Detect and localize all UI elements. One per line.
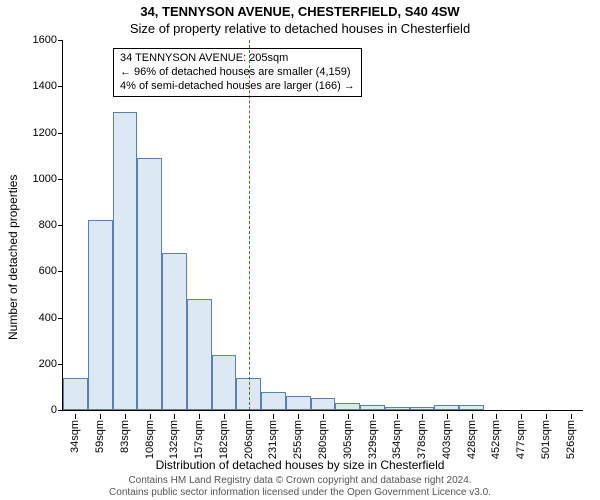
y-tick-mark [58, 364, 63, 365]
x-tick-label: 206sqm [243, 420, 255, 459]
x-tick-mark [125, 414, 126, 419]
y-tick-label: 0 [51, 404, 57, 416]
x-tick-label: 501sqm [540, 420, 552, 459]
x-tick-label: 182sqm [218, 420, 230, 459]
x-tick-mark [199, 414, 200, 419]
y-tick-label: 1200 [33, 127, 57, 139]
x-tick-mark [348, 414, 349, 419]
x-tick-label: 280sqm [317, 420, 329, 459]
x-tick-mark [472, 414, 473, 419]
x-tick-label: 305sqm [342, 420, 354, 459]
x-tick-mark [496, 414, 497, 419]
y-tick-label: 200 [39, 358, 57, 370]
y-tick-mark [58, 40, 63, 41]
histogram-bar [187, 299, 212, 410]
x-tick-label: 526sqm [565, 420, 577, 459]
y-tick-mark [58, 225, 63, 226]
histogram-bar [63, 378, 88, 410]
x-tick-label: 83sqm [119, 420, 131, 453]
annotation-line: 34 TENNYSON AVENUE: 205sqm [120, 52, 355, 66]
y-tick-label: 1400 [33, 80, 57, 92]
title-address: 34, TENNYSON AVENUE, CHESTERFIELD, S40 4… [0, 4, 600, 19]
title-subtitle: Size of property relative to detached ho… [0, 21, 600, 36]
x-tick-label: 452sqm [490, 420, 502, 459]
x-tick-mark [397, 414, 398, 419]
x-tick-label: 157sqm [193, 420, 205, 459]
attribution-line-2: Contains public sector information licen… [0, 487, 600, 499]
y-tick-mark [58, 179, 63, 180]
x-tick-label: 59sqm [94, 420, 106, 453]
histogram-bar [311, 398, 336, 410]
y-tick-label: 800 [39, 219, 57, 231]
x-tick-mark [150, 414, 151, 419]
y-tick-mark [58, 318, 63, 319]
x-tick-label: 403sqm [441, 420, 453, 459]
x-tick-label: 231sqm [267, 420, 279, 459]
x-tick-mark [273, 414, 274, 419]
x-tick-mark [224, 414, 225, 419]
histogram-bar [410, 407, 435, 410]
x-tick-label: 378sqm [416, 420, 428, 459]
histogram-bar [162, 253, 187, 410]
x-tick-label: 34sqm [69, 420, 81, 453]
x-tick-mark [298, 414, 299, 419]
x-tick-label: 255sqm [292, 420, 304, 459]
histogram-bar [88, 220, 113, 410]
x-tick-label: 354sqm [391, 420, 403, 459]
histogram-bar [286, 396, 311, 410]
x-tick-mark [323, 414, 324, 419]
histogram-bar [261, 392, 286, 411]
attribution-line-1: Contains HM Land Registry data © Crown c… [0, 475, 600, 487]
x-tick-mark [422, 414, 423, 419]
x-tick-label: 132sqm [168, 420, 180, 459]
histogram-bar [434, 405, 459, 410]
histogram-bar [113, 112, 138, 410]
x-tick-mark [100, 414, 101, 419]
x-tick-mark [447, 414, 448, 419]
histogram-bar [459, 405, 484, 410]
x-tick-label: 428sqm [466, 420, 478, 459]
x-tick-mark [571, 414, 572, 419]
x-tick-label: 477sqm [515, 420, 527, 459]
y-tick-label: 400 [39, 312, 57, 324]
y-axis-label: Number of detached properties [6, 175, 20, 340]
x-tick-mark [521, 414, 522, 419]
y-tick-mark [58, 271, 63, 272]
annotation-box: 34 TENNYSON AVENUE: 205sqm← 96% of detac… [113, 48, 362, 97]
histogram-bar [360, 405, 385, 410]
x-axis-label: Distribution of detached houses by size … [0, 458, 600, 472]
y-tick-label: 1000 [33, 173, 57, 185]
histogram-bar [335, 403, 360, 410]
attribution-text: Contains HM Land Registry data © Crown c… [0, 475, 600, 498]
x-tick-mark [373, 414, 374, 419]
x-tick-mark [174, 414, 175, 419]
y-tick-label: 600 [39, 265, 57, 277]
histogram-plot: 0200400600800100012001400160034sqm59sqm8… [62, 40, 583, 411]
annotation-line: ← 96% of detached houses are smaller (4,… [120, 66, 355, 80]
annotation-line: 4% of semi-detached houses are larger (1… [120, 80, 355, 94]
y-tick-mark [58, 86, 63, 87]
y-tick-mark [58, 133, 63, 134]
histogram-bar [212, 355, 237, 411]
y-tick-mark [58, 410, 63, 411]
x-tick-mark [249, 414, 250, 419]
x-tick-label: 108sqm [144, 420, 156, 459]
histogram-bar [385, 407, 410, 410]
x-tick-mark [546, 414, 547, 419]
x-tick-label: 329sqm [367, 420, 379, 459]
y-tick-label: 1600 [33, 34, 57, 46]
histogram-bar [137, 158, 162, 410]
x-tick-mark [75, 414, 76, 419]
